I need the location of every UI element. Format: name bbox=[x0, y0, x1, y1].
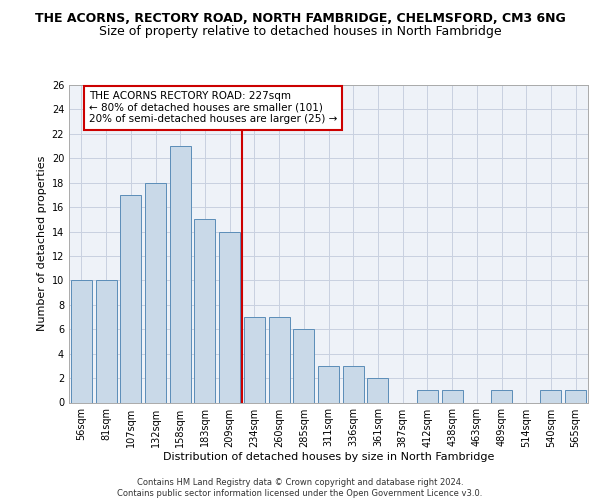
Y-axis label: Number of detached properties: Number of detached properties bbox=[37, 156, 47, 332]
Bar bbox=[95, 280, 116, 402]
Bar bbox=[565, 390, 586, 402]
Text: Contains HM Land Registry data © Crown copyright and database right 2024.
Contai: Contains HM Land Registry data © Crown c… bbox=[118, 478, 482, 498]
X-axis label: Distribution of detached houses by size in North Fambridge: Distribution of detached houses by size … bbox=[163, 452, 494, 462]
Bar bbox=[293, 329, 314, 402]
Bar bbox=[491, 390, 512, 402]
Text: Size of property relative to detached houses in North Fambridge: Size of property relative to detached ho… bbox=[98, 25, 502, 38]
Bar bbox=[367, 378, 388, 402]
Bar bbox=[71, 280, 92, 402]
Text: THE ACORNS, RECTORY ROAD, NORTH FAMBRIDGE, CHELMSFORD, CM3 6NG: THE ACORNS, RECTORY ROAD, NORTH FAMBRIDG… bbox=[35, 12, 565, 26]
Bar bbox=[170, 146, 191, 403]
Bar bbox=[442, 390, 463, 402]
Bar bbox=[269, 317, 290, 402]
Bar bbox=[219, 232, 240, 402]
Bar bbox=[145, 182, 166, 402]
Bar bbox=[343, 366, 364, 403]
Bar bbox=[318, 366, 339, 403]
Bar bbox=[120, 195, 141, 402]
Bar bbox=[194, 220, 215, 402]
Bar bbox=[244, 317, 265, 402]
Bar bbox=[541, 390, 562, 402]
Bar bbox=[417, 390, 438, 402]
Text: THE ACORNS RECTORY ROAD: 227sqm
← 80% of detached houses are smaller (101)
20% o: THE ACORNS RECTORY ROAD: 227sqm ← 80% of… bbox=[89, 91, 337, 124]
